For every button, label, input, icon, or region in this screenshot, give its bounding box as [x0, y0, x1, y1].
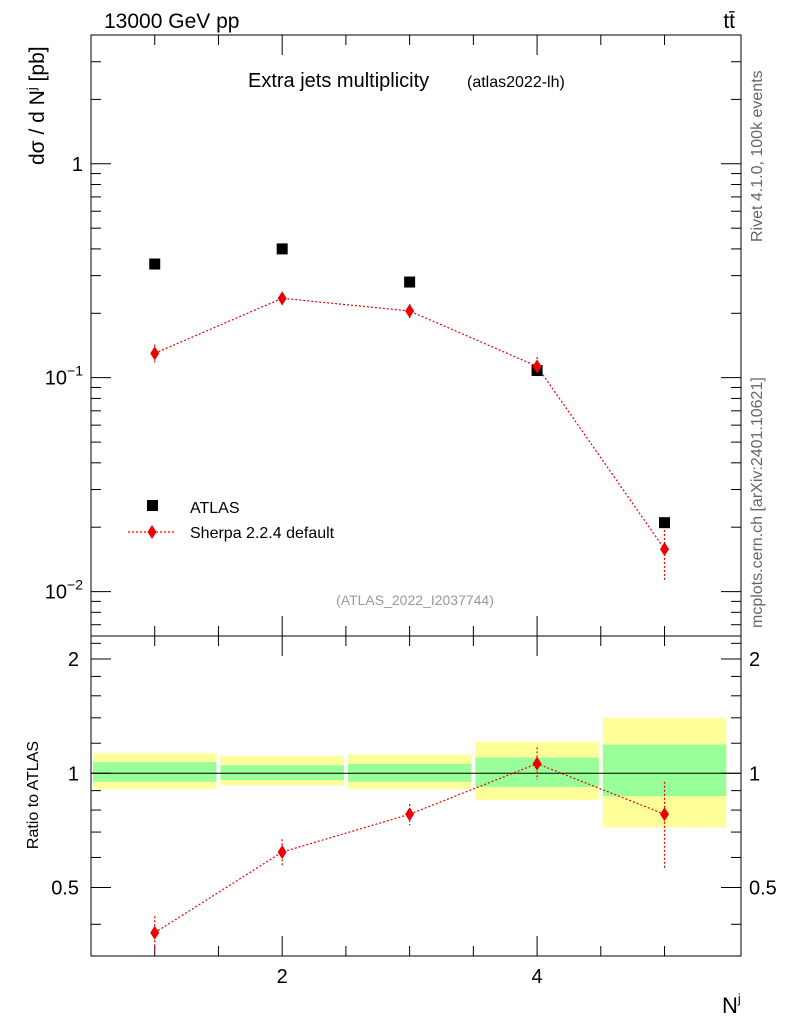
- atlas-point: [659, 517, 671, 529]
- energy-label: 13000 GeV pp: [104, 10, 239, 33]
- sherpa-ratio-point: [532, 756, 542, 771]
- ratio-panel: 2 4 2 2 1 1 0.5 0.5: [51, 635, 777, 988]
- sherpa-ratio-point: [277, 845, 287, 860]
- ratio-band-inner: [602, 744, 727, 797]
- main-series: [149, 243, 671, 581]
- sherpa-point: [277, 291, 287, 306]
- x-axis-label: Nj: [722, 991, 741, 1018]
- rivet-label: Rivet 4.1.0, 100k events: [749, 70, 766, 242]
- legend-label-atlas: ATLAS: [190, 500, 240, 517]
- atlas-point: [276, 243, 288, 255]
- sherpa-point: [532, 359, 542, 374]
- ratio-tick-label-left: 0.5: [51, 878, 79, 900]
- sherpa-point: [405, 304, 415, 319]
- ratio-band-inner: [347, 763, 472, 782]
- ratio-tick-label-right: 2: [749, 649, 760, 671]
- y-axis-label-main: dσ / d Nj [pb]: [24, 46, 49, 165]
- sherpa-line: [154, 297, 666, 550]
- ratio-band-inner: [220, 765, 344, 781]
- y-tick-label: 10−1: [45, 363, 83, 390]
- x-tick-label: 4: [532, 966, 543, 988]
- ratio-frame: [90, 635, 742, 957]
- ratio-tick-label-right: 0.5: [749, 878, 777, 900]
- ratio-series: [150, 747, 670, 952]
- ratio-y-ticks: [91, 642, 741, 925]
- x-ticks: [154, 35, 666, 956]
- plot-title-tag: (atlas2022-lh): [467, 74, 565, 91]
- legend-marker-sherpa: [147, 525, 157, 539]
- y-axis-label-ratio: Ratio to ATLAS: [25, 741, 42, 849]
- sherpa-point: [660, 542, 670, 557]
- sherpa-point: [150, 346, 160, 361]
- y-tick-label: 1: [72, 154, 83, 176]
- atlas-point: [404, 276, 416, 288]
- ratio-tick-label-left: 1: [68, 763, 79, 785]
- plot-title: Extra jets multiplicity: [248, 70, 429, 92]
- sherpa-ratio-point: [405, 807, 415, 822]
- sherpa-ratio-line: [154, 763, 665, 934]
- legend: ATLAS Sherpa 2.2.4 default: [128, 500, 335, 542]
- ratio-tick-label-right: 1: [749, 763, 760, 785]
- main-frame: [90, 34, 742, 637]
- x-tick-label: 2: [277, 966, 288, 988]
- legend-label-sherpa: Sherpa 2.2.4 default: [190, 525, 335, 542]
- analysis-id: (ATLAS_2022_I2037744): [336, 592, 494, 608]
- sherpa-ratio-point: [150, 925, 160, 940]
- process-label: tt̄: [723, 10, 735, 33]
- legend-marker-atlas: [147, 500, 158, 511]
- mcplots-label: mcplots.cern.ch [arXiv:2401.10621]: [749, 377, 766, 628]
- y-tick-label: 10−2: [45, 577, 83, 604]
- ratio-tick-label-left: 2: [68, 649, 79, 671]
- main-y-ticks: [91, 34, 741, 626]
- atlas-point: [149, 258, 161, 270]
- ratio-bands: [93, 717, 727, 828]
- sherpa-ratio-point: [660, 807, 670, 822]
- ratio-band-inner: [93, 762, 217, 782]
